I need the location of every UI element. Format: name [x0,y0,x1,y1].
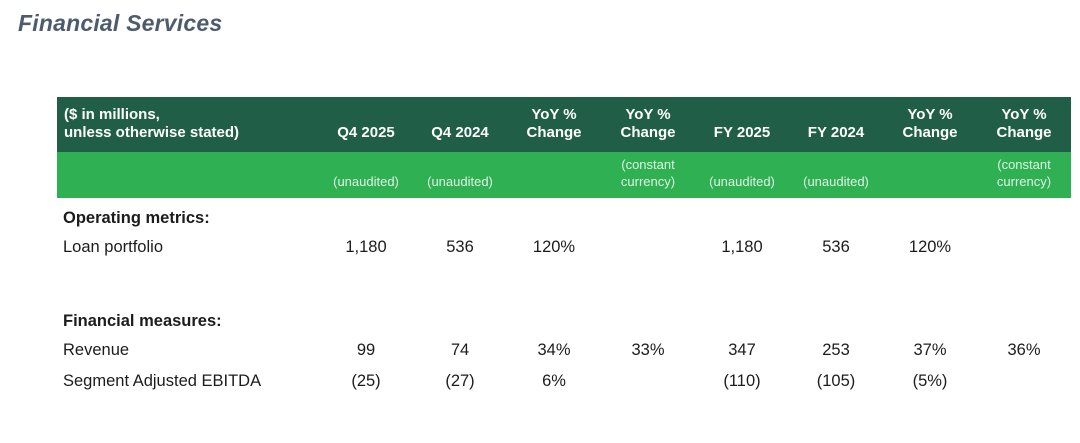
cell-fy-2025: 1,180 [721,238,763,256]
row-label: Revenue [63,341,130,359]
cell-q4-2025: 99 [356,341,376,359]
cell-yoy-fy-cc [977,232,1071,263]
table-row-revenue: Revenue 99 74 34% 33% 347 253 37% 36% [57,335,1071,366]
cell-fy-2024: 536 [822,238,850,256]
cell-q4-2024: 74 [450,341,470,359]
subheader-yoy-fy-cc: (constant currency) [977,152,1071,198]
table-row-segment-adjusted-ebitda: Segment Adjusted EBITDA (25) (27) 6% (11… [57,366,1071,397]
page-title: Financial Services [18,10,223,36]
subheader-q4-2025: (unaudited) [319,152,413,198]
table-row-loan-portfolio: Loan portfolio 1,180 536 120% 1,180 536 … [57,232,1071,263]
col-header-yoy-fy-cc: YoY % Change [977,97,1071,152]
subheader-fy-2025: (unaudited) [695,152,789,198]
cell-fy-2024: 253 [822,341,850,359]
col-header-fy-2024: FY 2024 [789,97,883,152]
subheader-fy-2024: (unaudited) [789,152,883,198]
table-subheader-row: (unaudited) (unaudited) (constant curren… [57,152,1071,198]
cell-yoy-fy-cc: 36% [1007,341,1041,359]
section-operating-metrics: Operating metrics: [57,198,1071,232]
row-label: Segment Adjusted EBITDA [63,372,262,390]
unit-note: ($ in millions, unless otherwise stated) [57,97,319,152]
cell-yoy-fy: 120% [908,238,952,256]
col-header-q4-2024: Q4 2024 [413,97,507,152]
cell-yoy-q4-cc [601,366,695,397]
cell-yoy-fy: (5%) [912,372,948,390]
section-financial-measures: Financial measures: [57,301,1071,335]
col-header-yoy-q4-cc: YoY % Change [601,97,695,152]
row-label: Loan portfolio [63,238,163,256]
cell-q4-2024: 536 [446,238,474,256]
col-header-q4-2025: Q4 2025 [319,97,413,152]
cell-q4-2025: (25) [351,372,381,390]
cell-q4-2024: (27) [445,372,475,390]
subheader-q4-2024: (unaudited) [413,152,507,198]
cell-yoy-q4: 34% [537,341,571,359]
table-header-row: ($ in millions, unless otherwise stated)… [57,97,1071,152]
cell-fy-2025: 347 [728,341,756,359]
cell-yoy-fy-cc [977,366,1071,397]
section-title: Operating metrics: [63,209,210,227]
subheader-yoy-q4-cc: (constant currency) [601,152,695,198]
financial-services-table: ($ in millions, unless otherwise stated)… [57,97,1071,397]
cell-yoy-q4: 6% [542,372,566,390]
subheader-yoy-fy [883,152,977,198]
cell-fy-2025: (110) [723,372,761,390]
cell-fy-2024: (105) [816,372,856,390]
col-header-yoy-q4: YoY % Change [507,97,601,152]
cell-yoy-fy: 37% [913,341,947,359]
spacer-row [57,263,1071,301]
col-header-yoy-fy: YoY % Change [883,97,977,152]
col-header-fy-2025: FY 2025 [695,97,789,152]
subheader-empty [57,152,319,198]
cell-yoy-q4-cc: 33% [631,341,665,359]
cell-q4-2025: 1,180 [345,238,387,256]
cell-yoy-q4: 120% [532,238,576,256]
subheader-yoy-q4 [507,152,601,198]
cell-yoy-q4-cc [601,232,695,263]
section-title: Financial measures: [63,312,222,330]
